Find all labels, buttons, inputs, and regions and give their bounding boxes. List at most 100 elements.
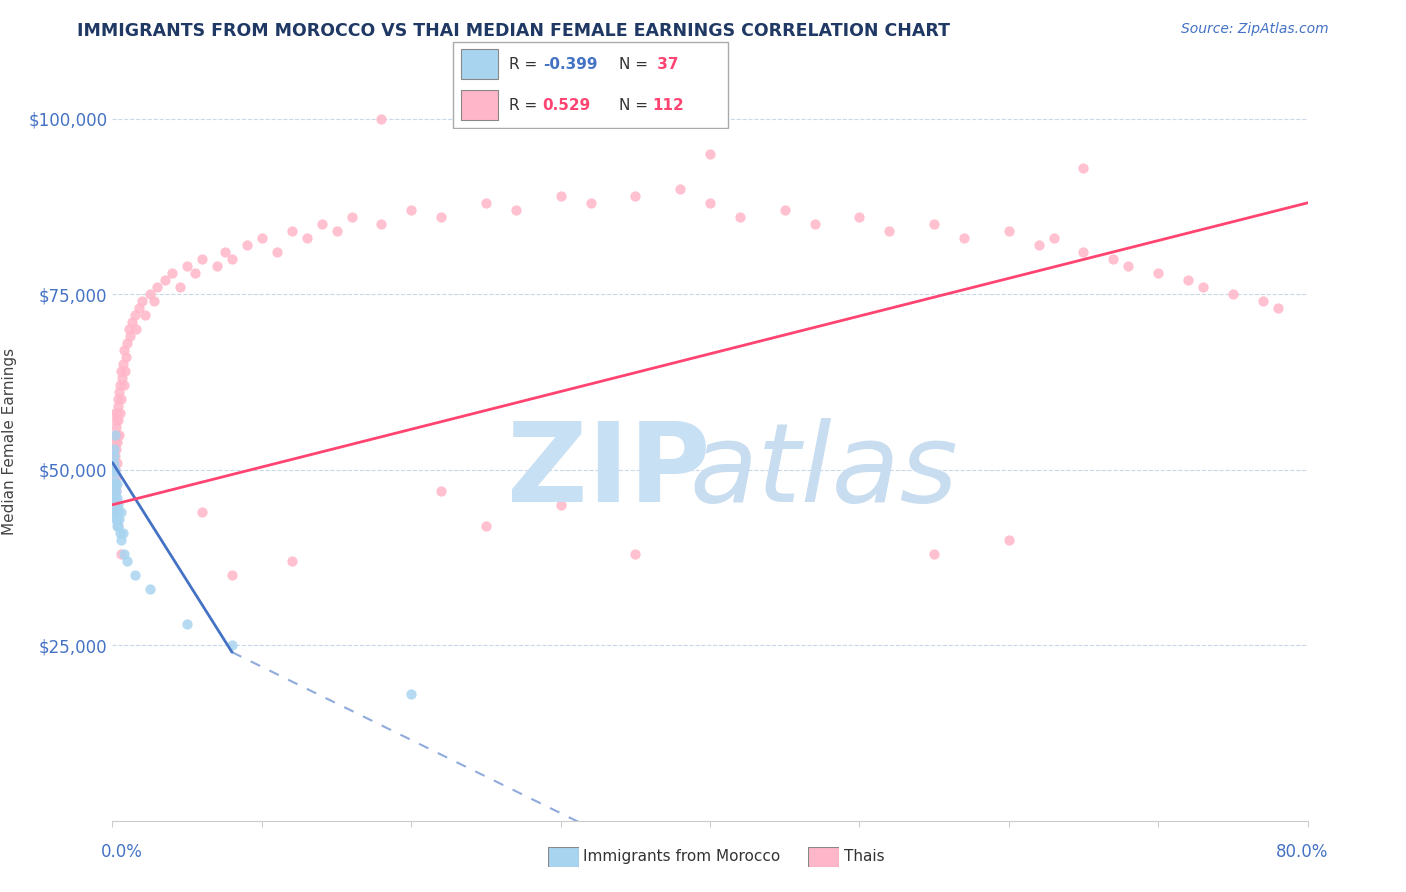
Point (108, 378, 131, 392)
Point (103, 427, 125, 442)
Point (103, 456, 125, 470)
Text: Thais: Thais (844, 849, 884, 864)
Text: 80.0%: 80.0% (1277, 843, 1329, 861)
Text: 112: 112 (652, 98, 685, 112)
Bar (461, 90, 498, 120)
Text: N =: N = (619, 98, 652, 112)
Point (108, 512, 131, 526)
Point (120, 329, 142, 343)
Point (1073, 161, 1095, 175)
Point (104, 462, 127, 476)
Point (105, 434, 128, 449)
Point (104, 476, 127, 491)
Point (107, 427, 129, 442)
Point (107, 413, 129, 427)
Text: ZIP: ZIP (506, 418, 710, 525)
Point (108, 385, 131, 400)
Point (1251, 294, 1274, 309)
Point (1102, 252, 1125, 266)
Point (624, 547, 647, 561)
Point (176, 259, 198, 273)
Point (1192, 280, 1215, 294)
Point (624, 189, 647, 203)
Point (111, 357, 134, 371)
Point (104, 420, 127, 434)
Point (998, 224, 1021, 238)
Point (143, 294, 166, 309)
Point (103, 505, 125, 519)
Point (146, 280, 169, 294)
Point (104, 449, 127, 463)
Text: 37: 37 (652, 57, 679, 71)
Point (221, 638, 243, 652)
Point (124, 308, 146, 322)
Point (579, 195, 602, 210)
Point (475, 195, 498, 210)
Point (266, 244, 288, 259)
Point (104, 505, 127, 519)
Point (128, 301, 150, 315)
Point (221, 568, 243, 582)
Point (110, 547, 132, 561)
Point (922, 547, 945, 561)
Point (295, 231, 318, 245)
Point (105, 518, 128, 533)
Point (114, 343, 135, 358)
Point (111, 525, 134, 540)
Point (118, 322, 141, 336)
Point (107, 518, 129, 533)
Point (103, 442, 125, 456)
Point (1267, 301, 1289, 315)
FancyBboxPatch shape (453, 42, 728, 128)
Point (110, 364, 132, 378)
Point (103, 456, 125, 470)
Point (221, 252, 243, 266)
Point (105, 505, 128, 519)
Text: IMMIGRANTS FROM MOROCCO VS THAI MEDIAN FEMALE EARNINGS CORRELATION CHART: IMMIGRANTS FROM MOROCCO VS THAI MEDIAN F… (77, 22, 950, 40)
Point (169, 280, 191, 294)
Point (153, 273, 176, 287)
Point (117, 336, 139, 351)
Point (110, 533, 132, 547)
Point (848, 210, 870, 224)
Point (311, 217, 333, 231)
Point (104, 491, 127, 505)
Point (103, 462, 125, 476)
Point (110, 505, 132, 519)
Point (191, 505, 214, 519)
Point (103, 476, 125, 491)
Point (1177, 273, 1199, 287)
Point (108, 407, 131, 421)
Point (139, 287, 162, 301)
Point (370, 112, 392, 126)
Point (103, 462, 125, 476)
Point (103, 476, 125, 491)
Point (214, 244, 236, 259)
Point (1118, 259, 1140, 273)
Point (162, 266, 183, 280)
Point (505, 202, 527, 217)
Point (107, 498, 129, 512)
Point (1073, 244, 1095, 259)
Point (104, 498, 127, 512)
Point (104, 462, 127, 476)
Point (430, 483, 453, 498)
Point (879, 224, 901, 238)
Point (114, 364, 136, 378)
Point (104, 476, 127, 491)
Text: Source: ZipAtlas.com: Source: ZipAtlas.com (1181, 22, 1329, 37)
Point (131, 294, 153, 309)
Point (1042, 231, 1064, 245)
Point (110, 392, 132, 407)
Point (115, 351, 138, 365)
Point (104, 476, 127, 491)
Point (550, 498, 572, 512)
Point (104, 512, 127, 526)
Point (107, 392, 129, 407)
Point (205, 259, 228, 273)
Point (107, 400, 129, 414)
Point (104, 483, 127, 498)
Point (1222, 287, 1244, 301)
Point (430, 210, 453, 224)
Point (121, 315, 143, 329)
